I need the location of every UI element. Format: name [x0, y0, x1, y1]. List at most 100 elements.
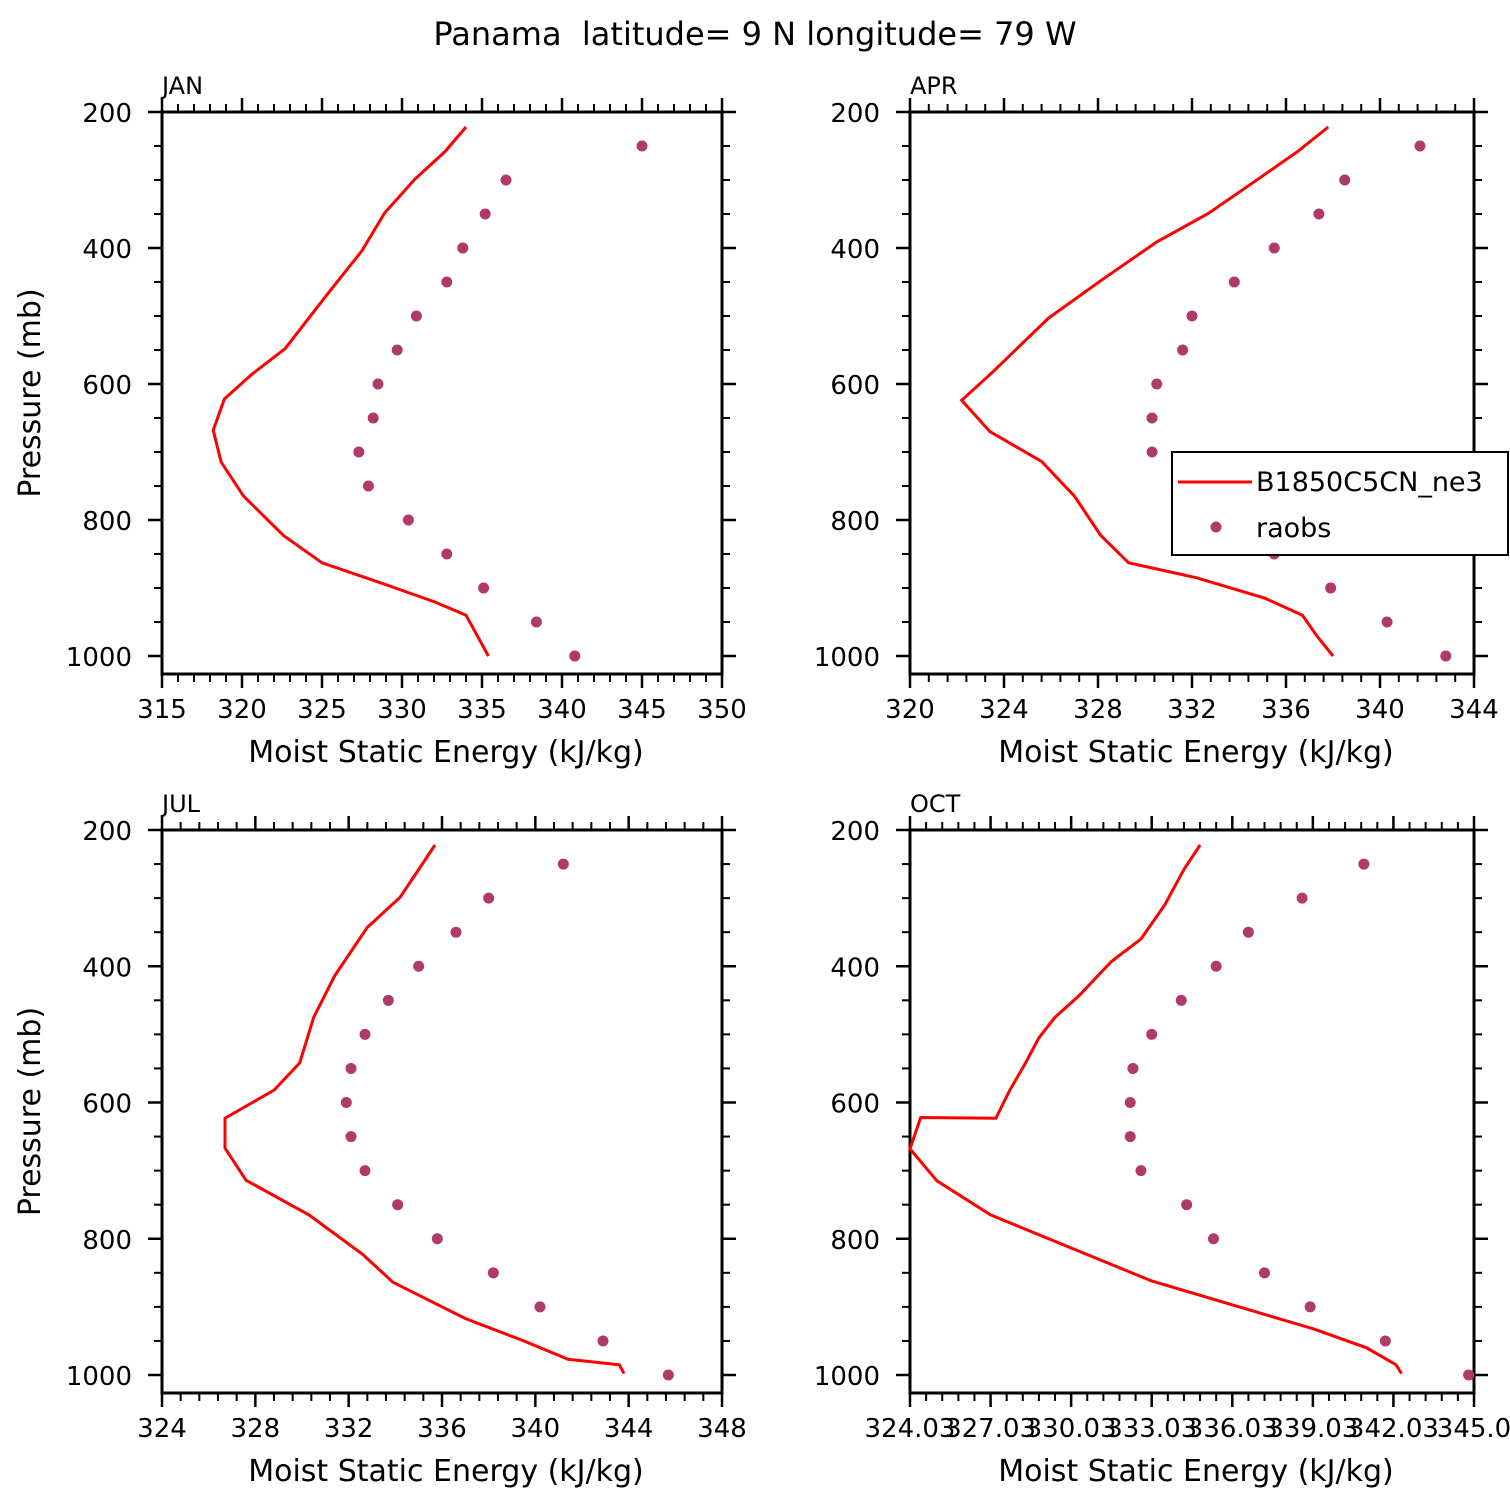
- raobs-marker: [1135, 1165, 1147, 1177]
- raobs-marker: [1186, 310, 1198, 322]
- x-tick-label: 335: [457, 695, 507, 725]
- plot-frame: [160, 828, 724, 1395]
- raobs-marker: [483, 892, 495, 904]
- y-tick-label: 600: [830, 1090, 880, 1120]
- x-tick-label: 328: [231, 1414, 281, 1444]
- raobs-marker: [372, 378, 384, 390]
- panels-group: 315 320 325 330 335 340 345 350 200 400 600 800 1000…: [13, 72, 1510, 1489]
- x-tick-label: 336: [1261, 695, 1311, 725]
- raobs-marker: [662, 1369, 674, 1381]
- y-tick-label: 1000: [814, 1362, 880, 1392]
- x-tick-label: 342.03: [1348, 1414, 1439, 1444]
- x-tick-label: 325: [297, 695, 347, 725]
- raobs-marker: [1313, 208, 1325, 220]
- raobs-marker: [1177, 344, 1189, 356]
- x-tick-label: 339.03: [1267, 1414, 1358, 1444]
- raobs-marker: [1463, 1369, 1475, 1381]
- plot-frame: [160, 110, 724, 676]
- x-tick-label: 345.0: [1437, 1414, 1510, 1444]
- y-tick-label: 800: [82, 507, 132, 537]
- y-tick-label: 600: [82, 371, 132, 401]
- model-profile-line: [211, 126, 490, 657]
- legend-marker-swatch: [1210, 521, 1222, 533]
- raobs-marker: [1268, 242, 1280, 254]
- x-tick-label: 348: [697, 1414, 747, 1444]
- chart-panel-apr: 320 324 328 332 336 340 344 200 400 600 800 1000 APR…: [814, 72, 1509, 770]
- raobs-marker: [402, 514, 414, 526]
- legend-box: [1171, 451, 1509, 556]
- raobs-marker: [1210, 960, 1222, 972]
- raobs-marker: [450, 926, 462, 938]
- raobs-marker: [1339, 174, 1351, 186]
- y-tick-label: 200: [82, 817, 132, 847]
- raobs-marker: [1259, 1267, 1271, 1279]
- y-tick-label: 200: [82, 99, 132, 129]
- x-tick-label: 328: [1073, 695, 1123, 725]
- raobs-marker: [1146, 1028, 1158, 1040]
- y-axis-label: Pressure (mb): [13, 288, 48, 497]
- figure-title: Panama latitude= 9 N longitude= 79 W: [433, 15, 1076, 53]
- x-tick-label: 345: [617, 695, 667, 725]
- model-profile-line: [908, 844, 1403, 1375]
- raobs-marker: [1381, 616, 1393, 628]
- x-tick-label: 336: [417, 1414, 467, 1444]
- raobs-marker: [1414, 140, 1426, 152]
- x-tick-label: 344: [604, 1414, 654, 1444]
- y-tick-label: 600: [82, 1090, 132, 1120]
- y-tick-label: 600: [830, 371, 880, 401]
- plot-frame: [908, 110, 1476, 676]
- y-tick-label: 1000: [66, 1362, 132, 1392]
- raobs-marker: [431, 1233, 443, 1245]
- raobs-marker: [1379, 1335, 1391, 1347]
- x-tick-label: 333.03: [1106, 1414, 1197, 1444]
- raobs-marker: [1146, 412, 1158, 424]
- legend-label-obs: raobs: [1256, 513, 1331, 544]
- y-tick-label: 800: [82, 1226, 132, 1256]
- raobs-marker: [1151, 378, 1163, 390]
- raobs-marker: [1440, 650, 1452, 662]
- x-axis-label: Moist Static Energy (kJ/kg): [248, 735, 644, 770]
- raobs-marker: [345, 1062, 357, 1074]
- raobs-marker: [1325, 582, 1337, 594]
- raobs-marker: [1358, 858, 1370, 870]
- raobs-marker: [534, 1301, 546, 1313]
- raobs-marker: [392, 1199, 404, 1211]
- raobs-marker: [569, 650, 581, 662]
- raobs-marker: [441, 548, 453, 560]
- x-axis-label: Moist Static Energy (kJ/kg): [998, 1454, 1394, 1489]
- raobs-marker: [353, 446, 365, 458]
- raobs-marker: [557, 858, 569, 870]
- x-tick-label: 344: [1449, 695, 1499, 725]
- raobs-marker: [413, 960, 425, 972]
- x-tick-label: 340: [1355, 695, 1405, 725]
- model-profile-line: [223, 844, 626, 1375]
- x-tick-label: 324.03: [865, 1414, 956, 1444]
- y-axis-label: Pressure (mb): [13, 1007, 48, 1216]
- y-tick-label: 800: [830, 1226, 880, 1256]
- raobs-marker: [410, 310, 422, 322]
- raobs-marker: [382, 994, 394, 1006]
- y-tick-label: 200: [830, 817, 880, 847]
- y-tick-label: 400: [830, 953, 880, 983]
- x-axis-label: Moist Static Energy (kJ/kg): [998, 735, 1394, 770]
- y-tick-label: 400: [82, 235, 132, 265]
- raobs-marker: [478, 582, 490, 594]
- x-tick-label: 315: [137, 695, 187, 725]
- y-tick-label: 200: [830, 99, 880, 129]
- x-tick-label: 330.03: [1026, 1414, 1117, 1444]
- raobs-marker: [1146, 446, 1158, 458]
- x-tick-label: 350: [697, 695, 747, 725]
- x-tick-label: 332: [1167, 695, 1217, 725]
- y-tick-label: 1000: [66, 643, 132, 673]
- raobs-marker: [457, 242, 469, 254]
- plot-frame: [908, 828, 1476, 1395]
- raobs-marker: [1304, 1301, 1316, 1313]
- raobs-marker: [345, 1131, 357, 1143]
- raobs-marker: [1175, 994, 1187, 1006]
- x-tick-label: 336.03: [1187, 1414, 1278, 1444]
- raobs-marker: [487, 1267, 499, 1279]
- x-tick-label: 320: [885, 695, 935, 725]
- raobs-marker: [362, 480, 374, 492]
